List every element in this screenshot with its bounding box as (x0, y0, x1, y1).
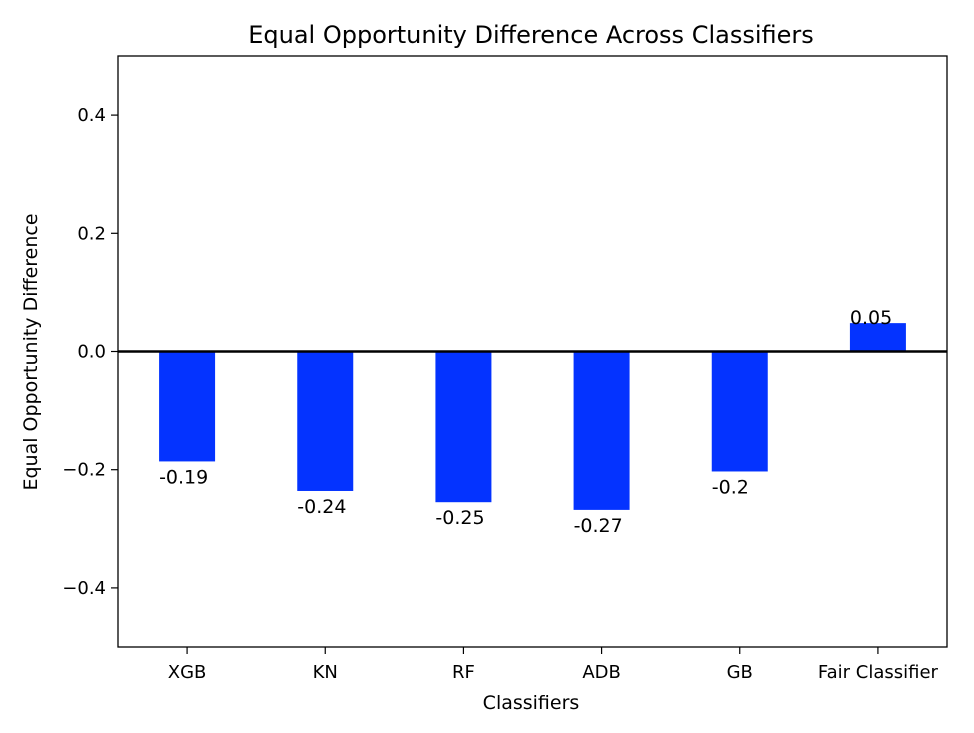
data-labels-group: -0.19 -0.24 -0.25 -0.27 -0.2 0.05 (159, 307, 892, 537)
bar-gb (711, 351, 768, 472)
y-tick-label: 0.2 (77, 223, 106, 244)
y-axis-label: Equal Opportunity Difference (20, 213, 42, 490)
x-tick-label: GB (727, 662, 753, 683)
y-axis-ticks: −0.4 −0.2 0.0 0.2 0.4 (62, 105, 118, 599)
bar-adb (573, 351, 630, 510)
bar-kn (297, 351, 354, 491)
x-tick-label: RF (452, 662, 475, 683)
data-label: -0.27 (574, 515, 623, 537)
chart-title: Equal Opportunity Difference Across Clas… (248, 21, 814, 49)
x-axis-ticks: XGB KN RF ADB GB Fair Classifier (168, 647, 939, 683)
y-tick-label: 0.4 (77, 105, 106, 126)
x-axis-label: Classifiers (483, 692, 580, 714)
bar-xgb (159, 351, 216, 462)
y-tick-label: 0.0 (77, 342, 106, 363)
data-label: -0.25 (435, 507, 484, 529)
bar-fair-classifier (849, 323, 906, 352)
bar-rf (435, 351, 492, 503)
y-tick-label: −0.4 (62, 578, 106, 599)
data-label: -0.19 (159, 466, 208, 488)
data-label: 0.05 (850, 307, 892, 329)
bars-group (159, 323, 906, 510)
x-tick-label: KN (313, 662, 338, 683)
x-tick-label: Fair Classifier (818, 662, 939, 683)
x-tick-label: XGB (168, 662, 207, 683)
data-label: -0.24 (297, 496, 346, 518)
data-label: -0.2 (712, 476, 749, 498)
x-tick-label: ADB (582, 662, 621, 683)
y-tick-label: −0.2 (62, 460, 106, 481)
